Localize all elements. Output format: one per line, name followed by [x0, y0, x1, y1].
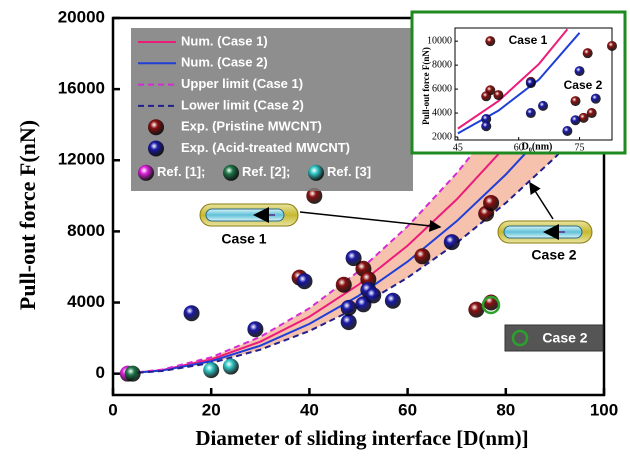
model-line — [127, 61, 604, 375]
inset-plot: 45 60 75 2000 4000 6000 8000 10000 — [427, 27, 617, 153]
y-tick-label: 6000 — [432, 83, 452, 94]
model-line — [457, 28, 569, 130]
inset-x-title: D₀(nm) — [522, 141, 553, 152]
data-point — [345, 250, 362, 267]
plot-area — [457, 28, 581, 135]
data-point — [468, 301, 485, 318]
x-tick-label: 100 — [590, 400, 618, 419]
arrow — [529, 181, 554, 220]
annotation: Case 1 — [221, 231, 266, 247]
legend-label: Exp. (Acid-treated MWCNT) — [181, 140, 350, 155]
data-point — [538, 100, 549, 111]
inset-y-title: Pull-out force F(nN) — [421, 47, 431, 125]
annotation: Case 2 — [531, 247, 576, 263]
legend-label: Upper limit (Case 1) — [181, 76, 303, 91]
legend-label: Num. (Case 2) — [181, 55, 268, 70]
y-tick-label: 8000 — [432, 59, 452, 70]
y-tick-label: 8000 — [67, 221, 105, 240]
x-tick-label: 45 — [453, 142, 463, 153]
arrow — [299, 211, 442, 232]
data-point — [365, 287, 382, 304]
data-point — [443, 234, 460, 251]
data-point — [590, 93, 601, 104]
y-tick-label: 12000 — [58, 150, 105, 169]
data-point — [247, 321, 264, 338]
legend-label: Num. (Case 1) — [181, 33, 268, 48]
legend-label: Exp. (Pristine MWCNT) — [181, 119, 322, 134]
x-tick-label: 20 — [202, 400, 221, 419]
data-point — [296, 273, 313, 290]
data-point — [222, 358, 239, 375]
y-tick-label: 16000 — [58, 79, 105, 98]
legend-label: Ref. [2]; — [242, 164, 290, 179]
legend-marker — [148, 119, 164, 136]
y-axis-title: Pull-out force F(nN) — [15, 120, 40, 310]
legend-marker — [308, 164, 324, 181]
x-tick-label: 75 — [575, 142, 585, 153]
y-tick-label: 10000 — [427, 35, 452, 46]
legend-label: Lower limit (Case 2) — [181, 97, 304, 112]
data-point — [586, 108, 597, 119]
y-tick-label: 4000 — [432, 107, 452, 118]
legend-box — [131, 28, 413, 191]
data-point — [340, 299, 357, 316]
data-point — [582, 48, 593, 59]
data-point — [124, 365, 141, 382]
data-point — [570, 96, 581, 107]
ring-icon — [511, 329, 529, 347]
data-point — [384, 292, 401, 309]
legend-label: Ref. [1]; — [157, 164, 205, 179]
x-tick-label: 40 — [300, 400, 319, 419]
data-point — [493, 90, 504, 101]
data-point — [525, 78, 536, 89]
y-tick-label: 2000 — [432, 131, 452, 142]
data-point — [481, 91, 492, 102]
x-tick-label: 80 — [496, 400, 515, 419]
data-point — [306, 187, 323, 204]
y-tick-label: 0 — [96, 363, 105, 382]
legend-marker — [138, 164, 154, 181]
data-point — [578, 112, 589, 123]
data-point — [340, 314, 357, 331]
data-point — [414, 248, 431, 265]
legend-label: Ref. [3] — [327, 164, 371, 179]
data-point — [562, 126, 573, 137]
x-tick-label: 60 — [514, 142, 524, 153]
data-point — [481, 121, 492, 132]
legend-marker — [223, 164, 239, 181]
plot-frame — [111, 16, 606, 397]
data-point — [335, 276, 352, 293]
annotation-box — [504, 324, 604, 352]
data-point — [481, 114, 492, 125]
tube-case2 — [497, 220, 593, 244]
data-point — [203, 362, 220, 379]
data-point — [483, 194, 500, 211]
legend-marker — [148, 140, 164, 157]
x-tick-label: 0 — [108, 400, 117, 419]
tube-case1 — [199, 203, 299, 227]
data-point — [574, 66, 585, 77]
y-tick-label: 20000 — [58, 7, 105, 26]
data-point — [525, 108, 536, 119]
plot-frame — [454, 27, 613, 141]
data-point — [183, 305, 200, 322]
model-line — [457, 32, 581, 135]
x-tick-label: 60 — [398, 400, 417, 419]
data-point — [607, 40, 617, 51]
data-point — [485, 36, 496, 47]
inset-annotation: Case 2 — [564, 78, 603, 92]
legend: Num. (Case 1) Num. (Case 2) Upper limit (C… — [138, 33, 371, 181]
data-point — [570, 115, 581, 126]
ring-highlight — [481, 295, 501, 315]
inset-annotation: Case 1 — [509, 33, 548, 47]
annotation: Case 2 — [542, 330, 587, 346]
y-tick-label: 4000 — [67, 292, 105, 311]
x-axis-title: Diameter of sliding interface [D(nm)] — [195, 426, 528, 450]
